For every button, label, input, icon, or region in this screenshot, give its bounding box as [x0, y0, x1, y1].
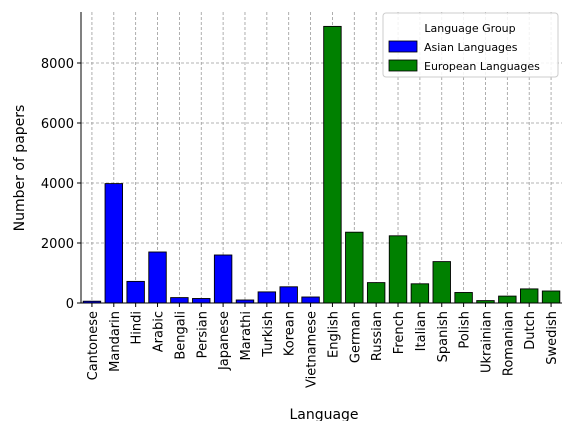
bar-swedish: [541, 290, 561, 304]
legend-label: European Languages: [424, 60, 540, 73]
x-tick-label: Marathi: [239, 311, 254, 360]
x-tick-label: English: [326, 311, 341, 358]
bar-persian: [192, 298, 211, 304]
x-tick-label: Bengali: [173, 311, 188, 360]
x-axis-title: Language: [289, 407, 358, 421]
x-tick-label: Mandarin: [108, 311, 123, 372]
x-tick-label: Persian: [195, 311, 210, 358]
y-axis-ticks: 0 2000 4000 6000 8000: [41, 57, 81, 312]
bar-spanish: [432, 261, 451, 304]
bar-bengali: [170, 297, 189, 304]
x-tick-label: Russian: [370, 311, 385, 361]
x-tick-label: Italian: [414, 311, 429, 351]
bar-mandarin: [104, 183, 123, 304]
legend-frame: [382, 12, 559, 78]
legend-entries: Asian Languages European Languages: [388, 40, 540, 73]
y-tick-label: 2000: [41, 237, 74, 252]
x-tick-label: Romanian: [501, 311, 516, 376]
y-axis-title: Number of papers: [12, 105, 28, 232]
x-tick-label: French: [392, 311, 407, 354]
bar-arabic: [148, 251, 167, 304]
x-tick-label: German: [348, 311, 363, 363]
bar-romanian: [498, 295, 517, 304]
y-tick-label: 0: [66, 297, 74, 312]
bar-polish: [454, 292, 473, 304]
x-axis-ticks: Cantonese Mandarin Hindi Arabic Bengali Persi…: [86, 303, 560, 388]
legend-swatch: [388, 40, 418, 53]
x-tick-label: Korean: [283, 311, 298, 356]
x-tick-label: Polish: [458, 311, 473, 349]
legend-swatch: [388, 59, 418, 72]
bar-japanese: [213, 254, 233, 304]
bar-korean: [279, 286, 298, 304]
x-tick-label: Hindi: [130, 311, 145, 345]
x-tick-label: Swedish: [545, 311, 560, 365]
bar-vietnamese: [301, 296, 320, 304]
bar-dutch: [520, 288, 539, 304]
x-tick-label: Arabic: [152, 311, 167, 352]
x-tick-label: Vietnamese: [305, 311, 320, 388]
bar-english: [323, 25, 342, 304]
bar-german: [345, 231, 364, 304]
y-tick-label: 4000: [41, 177, 74, 192]
x-tick-label: Ukrainian: [479, 311, 494, 373]
bar-italian: [410, 283, 430, 304]
y-tick-label: 8000: [41, 57, 74, 72]
y-tick-label: 6000: [41, 117, 74, 132]
x-tick-label: Turkish: [261, 311, 276, 358]
bar-turkish: [257, 291, 277, 304]
x-tick-label: Cantonese: [86, 311, 101, 380]
bar-russian: [366, 282, 386, 304]
x-tick-label: Spanish: [436, 311, 451, 362]
legend-title: Language Group: [424, 22, 515, 35]
x-tick-label: Japanese: [217, 311, 232, 371]
x-tick-label: Dutch: [523, 311, 538, 350]
axes: [80, 12, 562, 304]
legend-label: Asian Languages: [424, 41, 518, 54]
bar-hindi: [126, 280, 145, 304]
bar-french: [388, 235, 408, 304]
bars: [82, 25, 561, 304]
legend: Language Group Asian Languages European L…: [382, 12, 559, 78]
